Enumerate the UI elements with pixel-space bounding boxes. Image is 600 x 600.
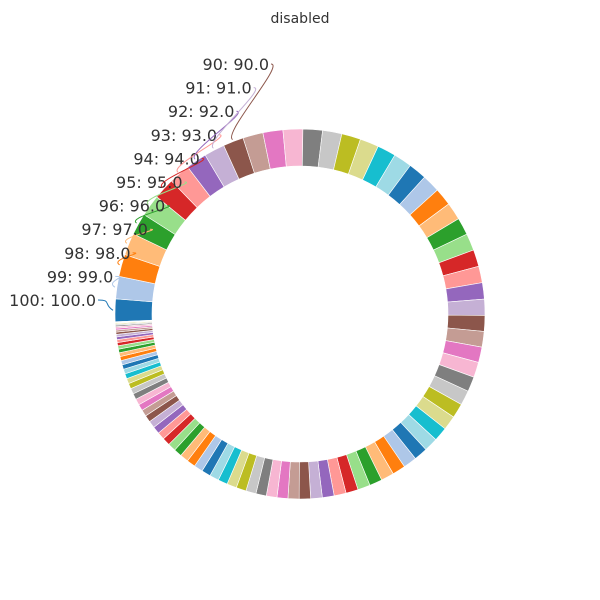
slice-label-91: 91: 91.0 [185, 79, 251, 98]
leader-line-97 [124, 228, 153, 244]
slice-71 [447, 298, 486, 316]
leader-line-94 [160, 157, 205, 188]
slices-group [114, 128, 486, 500]
slice-label-96: 96: 96.0 [99, 197, 165, 216]
slice-label-95: 95: 95.0 [116, 173, 182, 192]
leader-line-96 [134, 205, 170, 224]
leader-line-100 [97, 299, 114, 311]
leader-line-90 [231, 63, 274, 141]
leader-line-91 [211, 87, 257, 149]
slice-50 [298, 461, 311, 500]
leader-line-95 [146, 181, 188, 205]
slice-100 [114, 298, 153, 323]
slice-label-94: 94: 94.0 [133, 149, 199, 168]
slice-label-98: 98: 98.0 [64, 244, 130, 263]
slice-label-99: 99: 99.0 [47, 267, 113, 286]
slice-1 [114, 319, 153, 323]
leader-line-98 [117, 252, 137, 266]
leader-line-93 [176, 134, 222, 173]
slice-label-93: 93: 93.0 [151, 126, 217, 145]
leader-line-99 [112, 275, 121, 288]
labels-group: 100: 100.0 99: 99.0 98: 98.0 97: 97.0 96: 96… [9, 55, 274, 311]
slice-label-100: 100: 100.0 [9, 291, 96, 310]
slice-label-90: 90: 90.0 [203, 55, 269, 74]
chart-title: disabled [271, 11, 330, 27]
slice-87 [282, 128, 304, 167]
slice-label-97: 97: 97.0 [81, 220, 147, 239]
slice-label-92: 92: 92.0 [168, 102, 234, 121]
